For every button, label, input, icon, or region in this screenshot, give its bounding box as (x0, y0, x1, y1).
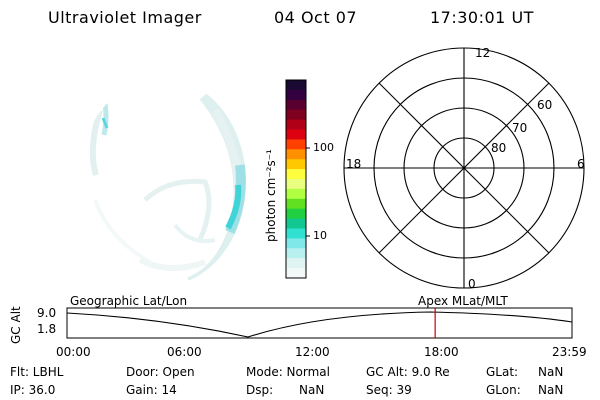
time-label: 17:30:01 UT (430, 8, 534, 27)
colorbar-segment (286, 188, 306, 200)
colorbar-segment (286, 109, 306, 121)
colorbar-segment (286, 208, 306, 220)
info-flt: Flt: LBHL (10, 365, 64, 379)
timeline-xtick-1: 06:00 (167, 345, 202, 359)
timeline-xtick-4: 23:59 (552, 345, 587, 359)
timeline-left-title: Geographic Lat/Lon (70, 294, 188, 308)
colorbar-segment (286, 149, 306, 160)
timeline-ytick-1-8: 1.8 (37, 322, 57, 336)
timeline-xtick-2: 12:00 (295, 345, 330, 359)
polar-diagonal-2 (378, 82, 550, 254)
info-gain: Gain: 14 (126, 383, 177, 397)
info-glon-value: NaN (538, 383, 564, 397)
instrument-title: Ultraviolet Imager (48, 8, 202, 27)
lat-label-70: 70 (512, 121, 528, 135)
colorbar-segment (286, 80, 306, 91)
colorbar-segment (286, 258, 306, 269)
colorbar-segment (286, 238, 306, 249)
colorbar-segment (286, 129, 306, 140)
colorbar-segment (286, 89, 306, 101)
timeline-frame (66, 307, 573, 339)
info-glat-value: NaN (538, 365, 564, 379)
colorbar-segment (286, 179, 306, 190)
lat-label-80: 80 (491, 141, 507, 155)
info-dsp-value: NaN (299, 383, 325, 397)
info-door: Door: Open (126, 365, 195, 379)
lat-label-60: 60 (537, 98, 553, 112)
date-label: 04 Oct 07 (274, 8, 358, 27)
colorbar-segment (286, 228, 306, 239)
colorbar-segment (286, 119, 306, 130)
colorbar-segment (286, 159, 306, 170)
info-glon-label: GLon: (486, 383, 521, 397)
info-dsp-label: Dsp: (246, 383, 274, 397)
mlt-label-12: 12 (475, 46, 491, 60)
mlt-label-0: 0 (468, 277, 476, 291)
info-seq: Seq: 39 (366, 383, 412, 397)
colorbar-segment (286, 248, 306, 259)
colorbar-segment (286, 169, 306, 180)
timeline-xtick-3: 18:00 (424, 345, 459, 359)
colorbar-segment (286, 198, 306, 210)
timeline-right-title: Apex MLat/MLT (418, 294, 508, 308)
altitude-curve (66, 311, 573, 338)
info-glat-label: GLat: (486, 365, 519, 379)
timeline-xtick-0: 00:00 (56, 345, 91, 359)
info-ip: IP: 36.0 (10, 383, 56, 397)
info-mode: Mode: Normal (246, 365, 330, 379)
colorbar-segment (286, 268, 306, 279)
colorbar-segment (286, 139, 306, 150)
colorbar-segment (286, 218, 306, 229)
mlt-label-6: 6 (577, 157, 585, 171)
colorbar-tick-100: 100 (313, 141, 334, 154)
mlt-label-18: 18 (346, 157, 362, 171)
info-gc-alt: GC Alt: 9.0 Re (366, 365, 450, 379)
colorbar-tick-10: 10 (313, 229, 327, 242)
colorbar-frame (285, 79, 307, 279)
timeline-ytick-9: 9.0 (37, 306, 57, 320)
colorbar-segment (286, 99, 306, 111)
